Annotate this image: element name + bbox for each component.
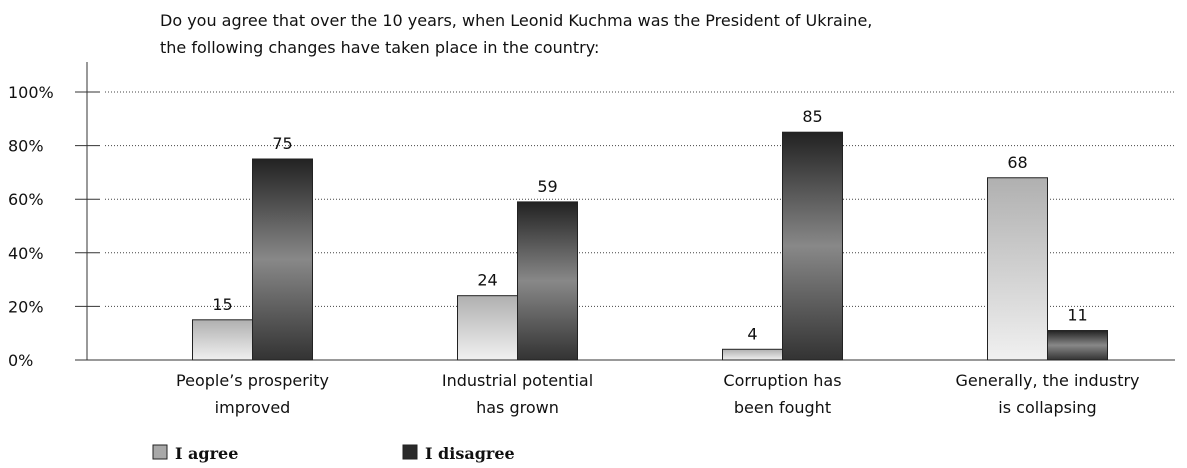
x-tick-label: Generally, the industry is collapsing xyxy=(955,371,1139,417)
value-label: 68 xyxy=(1007,153,1027,172)
legend-swatch xyxy=(152,444,168,460)
y-tick-label: 100% xyxy=(8,83,54,102)
bar xyxy=(457,295,518,361)
y-tick-label: 40% xyxy=(8,244,44,263)
x-tick-label: Industrial potential has grown xyxy=(442,371,593,417)
bar xyxy=(987,177,1048,361)
bar xyxy=(722,348,783,361)
bar xyxy=(782,131,843,361)
bar xyxy=(517,201,578,361)
legend-label: I disagree xyxy=(425,444,515,463)
legend-swatch xyxy=(402,444,418,460)
y-tick-label: 60% xyxy=(8,190,44,209)
value-label: 4 xyxy=(747,324,757,343)
y-tick-label: 0% xyxy=(8,351,33,370)
x-tick-label: Corruption has been fought xyxy=(723,371,841,417)
bar xyxy=(1047,330,1108,361)
x-tick-label: People’s prosperity improved xyxy=(176,371,329,417)
value-label: 75 xyxy=(272,134,292,153)
value-label: 85 xyxy=(802,107,822,126)
value-label: 15 xyxy=(212,295,232,314)
chart-title: Do you agree that over the 10 years, whe… xyxy=(160,11,872,57)
value-label: 11 xyxy=(1067,306,1087,325)
bar xyxy=(252,158,313,361)
legend-label: I agree xyxy=(175,444,238,463)
y-tick-label: 20% xyxy=(8,297,44,316)
value-label: 59 xyxy=(537,177,557,196)
y-tick-label: 80% xyxy=(8,137,44,156)
bar xyxy=(192,319,253,361)
value-label: 24 xyxy=(477,271,497,290)
